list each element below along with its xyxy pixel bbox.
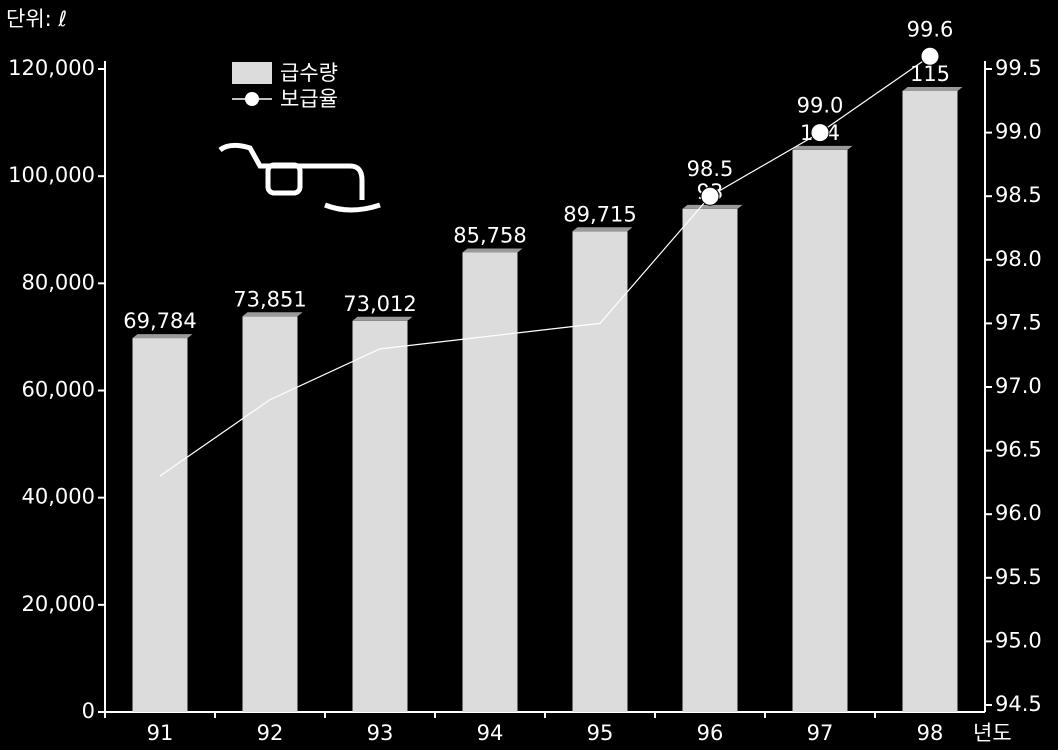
x-tick-label: 94: [477, 721, 504, 745]
line-value-label: 99.6: [907, 17, 954, 41]
x-tick-label: 91: [147, 721, 174, 745]
y-tick-label: 40,000: [22, 485, 95, 509]
bar: [462, 252, 518, 713]
bar: [132, 338, 188, 712]
y2-tick-label: 96.0: [995, 501, 1042, 525]
bar-value-label: 89,715: [563, 202, 636, 226]
y2-tick-label: 99.0: [995, 120, 1042, 144]
line: [159, 55, 931, 477]
line-marker: [920, 46, 940, 66]
bar-value-label: 69,784: [123, 309, 196, 333]
x-tick-label: 92: [257, 721, 284, 745]
x-tick-label: 93: [367, 721, 394, 745]
bar-shade: [462, 248, 523, 253]
bar-shade: [792, 145, 853, 150]
legend-label: 급수량: [280, 61, 338, 85]
x-tick-label: 96: [697, 721, 724, 745]
x-tick-label: 98: [917, 721, 944, 745]
bar: [352, 320, 408, 712]
legend-label: 보급율: [280, 87, 338, 111]
bar: [792, 149, 848, 712]
unit-label: 단위: ℓ: [6, 7, 67, 31]
y-tick-label: 120,000: [8, 56, 95, 80]
x-tick-label: 97: [807, 721, 834, 745]
x-tick-label: 95: [587, 721, 614, 745]
y2-tick-label: 97.5: [995, 310, 1042, 334]
legend-marker: [245, 92, 259, 106]
bar: [902, 90, 958, 712]
x-unit-label: 년도: [973, 721, 1012, 745]
bar-value-label: 73,851: [233, 287, 306, 311]
y2-tick-label: 94.5: [995, 692, 1042, 716]
bar: [572, 231, 628, 712]
y2-tick-label: 98.0: [995, 247, 1042, 271]
line-marker: [810, 123, 830, 143]
faucet-icon: [218, 142, 381, 213]
y-tick-label: 80,000: [22, 270, 95, 294]
bar: [682, 208, 738, 713]
y2-tick-label: 97.0: [995, 374, 1042, 398]
legend-swatch: [232, 62, 272, 84]
line-marker: [700, 186, 720, 206]
y2-tick-label: 95.0: [995, 628, 1042, 652]
bar-shade: [902, 86, 963, 91]
bar-shade: [132, 334, 193, 339]
y2-tick-label: 99.5: [995, 56, 1042, 80]
y-tick-label: 60,000: [22, 378, 95, 402]
y2-tick-label: 95.5: [995, 565, 1042, 589]
bar-shade: [572, 227, 633, 232]
y-tick-label: 0: [82, 699, 95, 723]
y-tick-label: 100,000: [8, 163, 95, 187]
bar-value-label: 73,012: [343, 292, 416, 316]
y-tick-label: 20,000: [22, 592, 95, 616]
bar: [242, 316, 298, 712]
bar-shade: [242, 312, 303, 317]
line-value-label: 98.5: [687, 157, 734, 181]
bar-shade: [682, 204, 743, 209]
bar-value-label: 85,758: [453, 223, 526, 247]
bar-shade: [352, 316, 413, 321]
y2-tick-label: 96.5: [995, 438, 1042, 462]
line-value-label: 99.0: [797, 94, 844, 118]
y2-tick-label: 98.5: [995, 183, 1042, 207]
